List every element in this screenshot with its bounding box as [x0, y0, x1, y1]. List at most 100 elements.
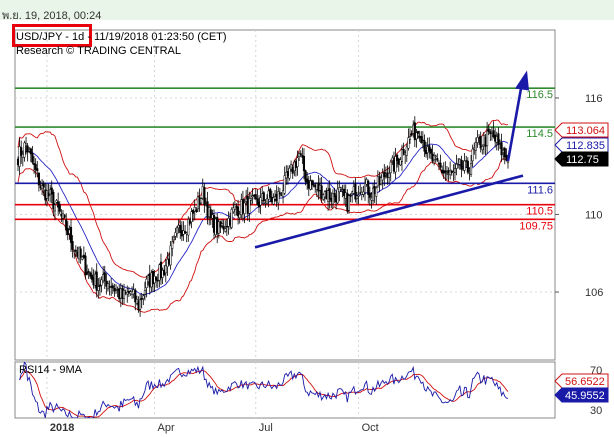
time-axis: 2018 Apr Jul Oct [50, 422, 379, 434]
candle-body [355, 195, 359, 199]
rsi-badge-56.6522 [554, 373, 609, 389]
rsi-label: RSI14 - 9MA [19, 364, 82, 376]
candle-body [36, 168, 39, 172]
candle-body [407, 137, 410, 149]
candle-body [224, 228, 227, 232]
candle-body [349, 194, 352, 197]
candle-body [52, 191, 55, 210]
candle-body [29, 148, 32, 155]
candle-body [192, 210, 195, 214]
candle-body [248, 198, 251, 214]
candle-body [429, 148, 432, 154]
candle-body [243, 202, 246, 214]
candle-body [71, 241, 74, 250]
candle-body [79, 248, 82, 258]
price-badge-text-113.064: 113.064 [566, 125, 605, 137]
candle-body [336, 188, 339, 204]
candle-body [187, 219, 190, 236]
candle-body [97, 286, 100, 291]
candle-body [50, 187, 53, 195]
candle-body [428, 145, 431, 152]
candle-body [380, 177, 383, 185]
candle-body [423, 140, 426, 152]
candle-body [203, 187, 206, 206]
rsi-badge-text-56.6522: 56.6522 [565, 376, 605, 388]
candle-body [98, 284, 101, 287]
candle-body [434, 155, 437, 157]
rsi-panel [19, 362, 509, 418]
candle-body [238, 213, 241, 219]
candle-body [31, 153, 34, 163]
candle-body [396, 154, 399, 161]
candle-body [415, 132, 418, 140]
candle-body [55, 200, 58, 203]
candle-body [290, 164, 293, 170]
candle-body [58, 204, 61, 212]
candle-body [20, 147, 23, 156]
candle-body [400, 149, 404, 162]
candle-body [283, 175, 286, 194]
candle-body [53, 204, 57, 212]
candle-body [195, 209, 198, 212]
price-axis: 106 110 116 [555, 93, 603, 299]
candle-body [277, 191, 280, 204]
candle-body [503, 148, 506, 158]
candle-body [391, 157, 394, 161]
candle-body [256, 198, 259, 205]
candle-body [445, 173, 449, 175]
x-tick-label: 2018 [50, 422, 74, 434]
candle-body [466, 160, 469, 173]
rsi-badge-text-45.9552: 45.9552 [565, 390, 605, 402]
candle-body [500, 142, 503, 156]
candle-body [304, 170, 307, 182]
candle-body [139, 299, 142, 310]
candle-body [282, 190, 285, 198]
price-badge-113.064 [554, 122, 609, 138]
candle-body [86, 272, 89, 275]
candle-body [262, 192, 265, 202]
candle-body [111, 285, 114, 289]
candle-body [174, 232, 177, 237]
candle-body [74, 249, 77, 252]
candle-body [179, 224, 182, 233]
candle-body [26, 145, 29, 153]
candle-body [100, 279, 103, 286]
rsi-plot-area [14, 361, 556, 419]
bollinger-upper [17, 119, 509, 278]
candle-body [420, 136, 423, 143]
candle-body [69, 226, 73, 243]
candle-body [389, 161, 392, 174]
uptrend-line [254, 174, 524, 249]
candle-body [249, 198, 253, 201]
forecast-arrow-head [515, 70, 529, 91]
candle-body [320, 185, 323, 199]
y-tick-label: 110 [585, 209, 603, 221]
candle-body [486, 130, 489, 146]
candle-body [34, 164, 37, 170]
candle-body [24, 143, 28, 146]
candle-body [232, 207, 235, 213]
candle-body [237, 206, 240, 217]
candle-body [416, 131, 420, 134]
candle-body [357, 195, 360, 197]
candle-body [481, 146, 484, 151]
candle-body [455, 163, 458, 169]
candle-body [89, 272, 92, 277]
candle-body [471, 148, 474, 162]
candles [16, 116, 510, 317]
candle-body [140, 297, 143, 300]
candle-body [18, 146, 21, 167]
candle-body [42, 183, 45, 188]
candle-body [368, 192, 371, 198]
candle-body [492, 130, 495, 138]
candle-body [371, 187, 375, 201]
candle-body [296, 157, 299, 167]
price-badge-112.835 [554, 137, 609, 153]
candle-body [439, 162, 442, 168]
candle-body [65, 219, 68, 231]
candle-body [84, 255, 87, 276]
candle-body [362, 191, 365, 195]
trend-overlays [254, 70, 529, 249]
candle-body [479, 136, 482, 149]
